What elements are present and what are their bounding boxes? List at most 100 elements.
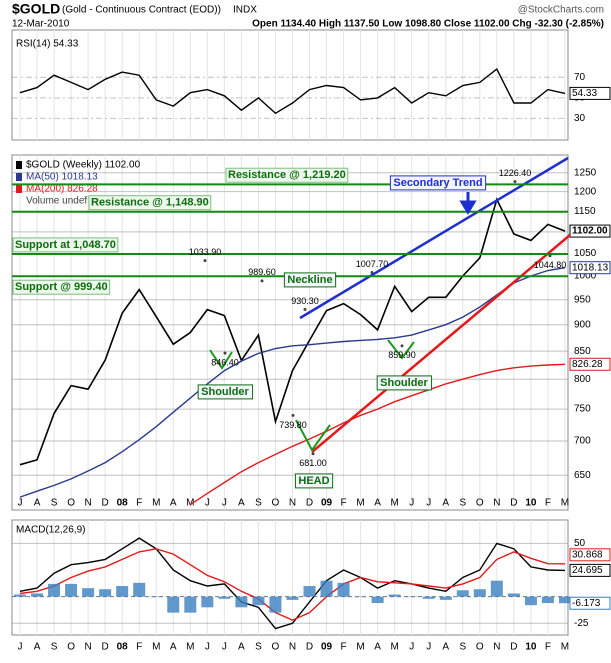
histogram-bar bbox=[388, 594, 401, 597]
note: Shoulder bbox=[201, 386, 249, 398]
histogram-bar bbox=[439, 596, 452, 600]
x-tick-label: 08 bbox=[117, 498, 129, 509]
x-tick-label: M bbox=[390, 642, 398, 653]
y-tick-label: 750 bbox=[574, 404, 591, 415]
x-tick-label: M bbox=[356, 642, 364, 653]
x-tick-label: 09 bbox=[321, 498, 333, 509]
x-tick-label: O bbox=[272, 498, 280, 509]
price-point bbox=[203, 259, 207, 263]
histogram-bar bbox=[252, 596, 265, 606]
x-tick-label: A bbox=[442, 642, 449, 653]
x-tick-label: J bbox=[222, 498, 227, 509]
histogram-bar bbox=[184, 596, 197, 613]
note: Secondary Trend bbox=[393, 177, 482, 189]
contract-name: (Gold - Continuous Contract (EOD)) bbox=[62, 5, 221, 16]
price-frame bbox=[11, 154, 569, 511]
histogram-bar bbox=[133, 582, 146, 597]
last-value-label: 1102.00 bbox=[572, 226, 608, 237]
x-tick-label: M bbox=[390, 498, 398, 509]
histogram-bar bbox=[286, 596, 299, 600]
x-tick-label: N bbox=[493, 498, 500, 509]
x-tick-label: D bbox=[102, 498, 109, 509]
x-tick-label: 09 bbox=[321, 642, 333, 653]
legend-entry: RSI(14) 54.33 bbox=[16, 39, 79, 50]
price-point bbox=[311, 452, 315, 456]
price-point bbox=[260, 279, 264, 283]
x-tick-label: J bbox=[205, 642, 210, 653]
histogram-bar bbox=[371, 596, 384, 604]
x-tick-label: O bbox=[476, 642, 484, 653]
price-label: 1033.90 bbox=[189, 247, 222, 257]
histogram-bar bbox=[303, 586, 316, 597]
x-tick-label: M bbox=[356, 498, 364, 509]
price-label: 846.40 bbox=[211, 358, 239, 368]
x-tick-label: M bbox=[561, 642, 569, 653]
histogram-bar bbox=[456, 590, 469, 597]
x-tick-label: A bbox=[374, 498, 381, 509]
x-tick-label: A bbox=[170, 642, 177, 653]
symbol: $GOLD bbox=[12, 1, 60, 17]
x-tick-label: J bbox=[222, 642, 227, 653]
level-label-box bbox=[12, 237, 119, 253]
last-value-box bbox=[569, 224, 611, 238]
macd-title: MACD(12,26,9) bbox=[16, 525, 85, 536]
price-label: 1226.40 bbox=[499, 168, 532, 178]
legend-entry: MA(200) 826.28 bbox=[26, 184, 98, 195]
x-tick-label: 08 bbox=[117, 642, 129, 653]
x-tick-label: F bbox=[545, 642, 551, 653]
histogram-bar bbox=[541, 596, 554, 604]
histogram-bar bbox=[116, 586, 129, 597]
histogram-bar bbox=[201, 596, 214, 608]
y-tick-label: 700 bbox=[574, 436, 591, 447]
date: 12-Mar-2010 bbox=[12, 19, 70, 30]
price-point bbox=[513, 180, 517, 184]
last-value-box bbox=[569, 86, 611, 100]
x-tick-label: S bbox=[255, 498, 262, 509]
x-tick-label: J bbox=[18, 642, 23, 653]
x-tick-label: F bbox=[136, 498, 142, 509]
x-tick-label: F bbox=[341, 642, 347, 653]
price-label: 1007.70 bbox=[356, 259, 389, 269]
x-tick-label: A bbox=[238, 498, 245, 509]
note-box bbox=[294, 473, 334, 489]
x-tick-label: A bbox=[170, 498, 177, 509]
last-value-label: 826.28 bbox=[572, 359, 603, 370]
y-tick-label: 1200 bbox=[574, 186, 597, 197]
histogram-bar bbox=[99, 589, 112, 597]
level-label: Support at 1,048.70 bbox=[15, 239, 116, 251]
x-tick-label: J bbox=[409, 498, 414, 509]
price-label: 859.90 bbox=[388, 350, 416, 360]
quote: Open 1134.40 High 1137.50 Low 1098.80 Cl… bbox=[252, 19, 604, 30]
histogram-bar bbox=[167, 596, 180, 613]
x-tick-label: M bbox=[152, 498, 160, 509]
note-box bbox=[283, 272, 337, 288]
last-value-label: 1018.13 bbox=[572, 262, 609, 273]
level-label-box bbox=[225, 167, 349, 183]
histogram-bar bbox=[507, 593, 520, 597]
histogram-bar bbox=[48, 583, 61, 597]
x-tick-label: N bbox=[493, 642, 500, 653]
x-tick-label: M bbox=[561, 498, 569, 509]
histogram-bar bbox=[337, 582, 350, 597]
legend-entry: MA(50) 1018.13 bbox=[26, 172, 98, 183]
y-tick-label: 1050 bbox=[574, 248, 597, 259]
x-tick-label: J bbox=[426, 498, 431, 509]
x-tick-label: N bbox=[85, 642, 92, 653]
x-tick-label: S bbox=[255, 642, 262, 653]
y-tick-label: 950 bbox=[574, 294, 591, 305]
x-tick-label: N bbox=[289, 642, 296, 653]
price-point bbox=[400, 344, 404, 348]
x-tick-label: J bbox=[409, 642, 414, 653]
y-tick-label: -25 bbox=[574, 618, 589, 629]
level-label: Resistance @ 1,219.20 bbox=[228, 169, 346, 181]
legend-swatch bbox=[16, 185, 22, 193]
series-line bbox=[189, 363, 566, 506]
legend-entry: Volume undef bbox=[26, 196, 87, 207]
y-tick-label: 900 bbox=[574, 319, 591, 330]
level-label: Resistance @ 1,148.90 bbox=[91, 197, 209, 209]
note: Neckline bbox=[287, 274, 332, 286]
shoulder-mark bbox=[387, 339, 415, 360]
x-tick-label: J bbox=[426, 642, 431, 653]
price-label: 739.80 bbox=[279, 420, 307, 430]
